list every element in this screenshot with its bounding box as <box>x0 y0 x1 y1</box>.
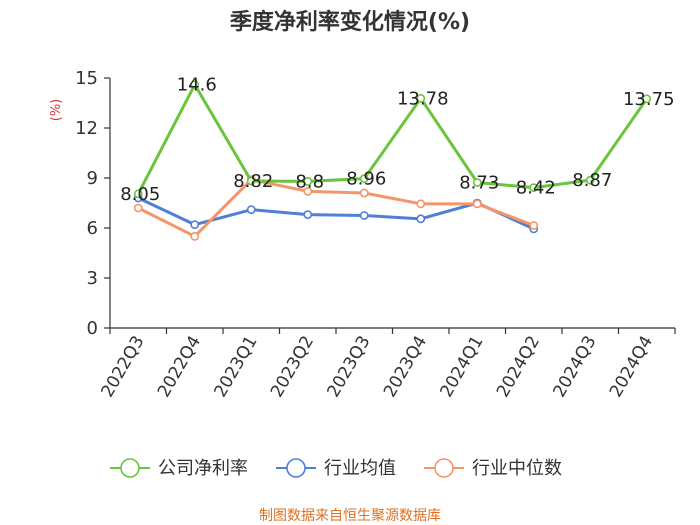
y-tick-label: 15 <box>75 68 98 89</box>
data-point <box>303 186 313 196</box>
chart-title: 季度净利率变化情况(%) <box>230 9 470 35</box>
data-point <box>190 231 200 241</box>
data-point <box>303 176 313 186</box>
y-tick-label: 12 <box>75 118 98 139</box>
y-tick-label: 0 <box>87 318 98 339</box>
data-point <box>246 205 256 215</box>
legend-swatch-marker <box>434 458 454 478</box>
data-point <box>133 203 143 213</box>
source-note: 制图数据来自恒生聚源数据库 <box>259 508 441 524</box>
legend: 公司净利率 行业均值 行业中位数 <box>110 458 562 479</box>
data-label: 8.87 <box>572 170 612 191</box>
data-point <box>585 175 595 185</box>
series-2 <box>133 175 539 241</box>
data-label: 8.8 <box>295 171 324 192</box>
data-point <box>642 94 652 104</box>
data-label: 8.05 <box>120 184 160 205</box>
data-point <box>529 221 539 230</box>
x-tick-label: 2024Q1 <box>437 333 488 401</box>
x-tick-labels: 2022Q3 2022Q4 2023Q1 2023Q2 2023Q3 2023Q4 2024… <box>98 328 676 401</box>
data-point <box>472 199 482 209</box>
legend-swatch-marker <box>120 458 140 478</box>
y-tick-labels: 0 3 6 9 12 15 <box>75 68 110 339</box>
x-tick-label: 2023Q3 <box>324 333 375 401</box>
legend-item-2: 行业中位数 <box>424 458 562 479</box>
data-label: 8.73 <box>459 173 499 194</box>
data-point <box>529 183 539 193</box>
x-tick-label: 2024Q4 <box>606 333 657 401</box>
data-point <box>416 199 426 209</box>
legend-item-0: 公司净利率 <box>110 458 248 479</box>
legend-label: 公司净利率 <box>158 458 248 479</box>
y-tick-label: 6 <box>87 218 98 239</box>
data-label: 8.96 <box>346 169 386 190</box>
y-tick-label: 3 <box>87 268 98 289</box>
data-labels: 8.05 14.6 8.82 8.8 8.96 13.78 8.73 8.42 8.87 13.7… <box>120 75 674 205</box>
data-point <box>246 176 256 186</box>
data-label: 8.42 <box>516 178 556 199</box>
series-0 <box>133 80 652 199</box>
x-tick-label: 2023Q4 <box>380 333 431 401</box>
legend-label: 行业中位数 <box>472 458 562 479</box>
data-point <box>359 188 369 198</box>
data-point <box>472 178 482 187</box>
x-tick-label: 2023Q2 <box>267 333 318 401</box>
data-point <box>133 189 143 199</box>
legend-label: 行业均值 <box>324 458 396 479</box>
data-point <box>190 220 200 230</box>
data-point <box>359 211 369 220</box>
data-point <box>359 174 369 184</box>
data-label: 14.6 <box>177 75 217 96</box>
x-tick-label: 2024Q2 <box>493 333 544 401</box>
legend-swatch-marker <box>286 458 306 478</box>
series-line <box>137 196 535 231</box>
data-label: 13.75 <box>623 89 675 110</box>
x-tick-label: 2024Q3 <box>550 333 601 401</box>
data-point <box>416 93 426 103</box>
data-point <box>416 214 426 224</box>
data-point <box>303 210 313 220</box>
y-tick-label: 9 <box>87 168 98 189</box>
x-tick-label: 2022Q3 <box>98 333 149 401</box>
data-label: 8.82 <box>233 171 273 192</box>
series-layer <box>133 80 652 241</box>
axes <box>109 78 675 329</box>
y-axis-unit-label: (%) <box>49 99 64 122</box>
data-point <box>190 80 200 90</box>
legend-item-1: 行业均值 <box>276 458 396 479</box>
x-tick-label: 2022Q4 <box>154 333 205 401</box>
data-label: 13.78 <box>397 88 449 109</box>
x-tick-label: 2023Q1 <box>211 333 262 401</box>
series-line <box>137 178 535 238</box>
series-line <box>136 83 648 195</box>
